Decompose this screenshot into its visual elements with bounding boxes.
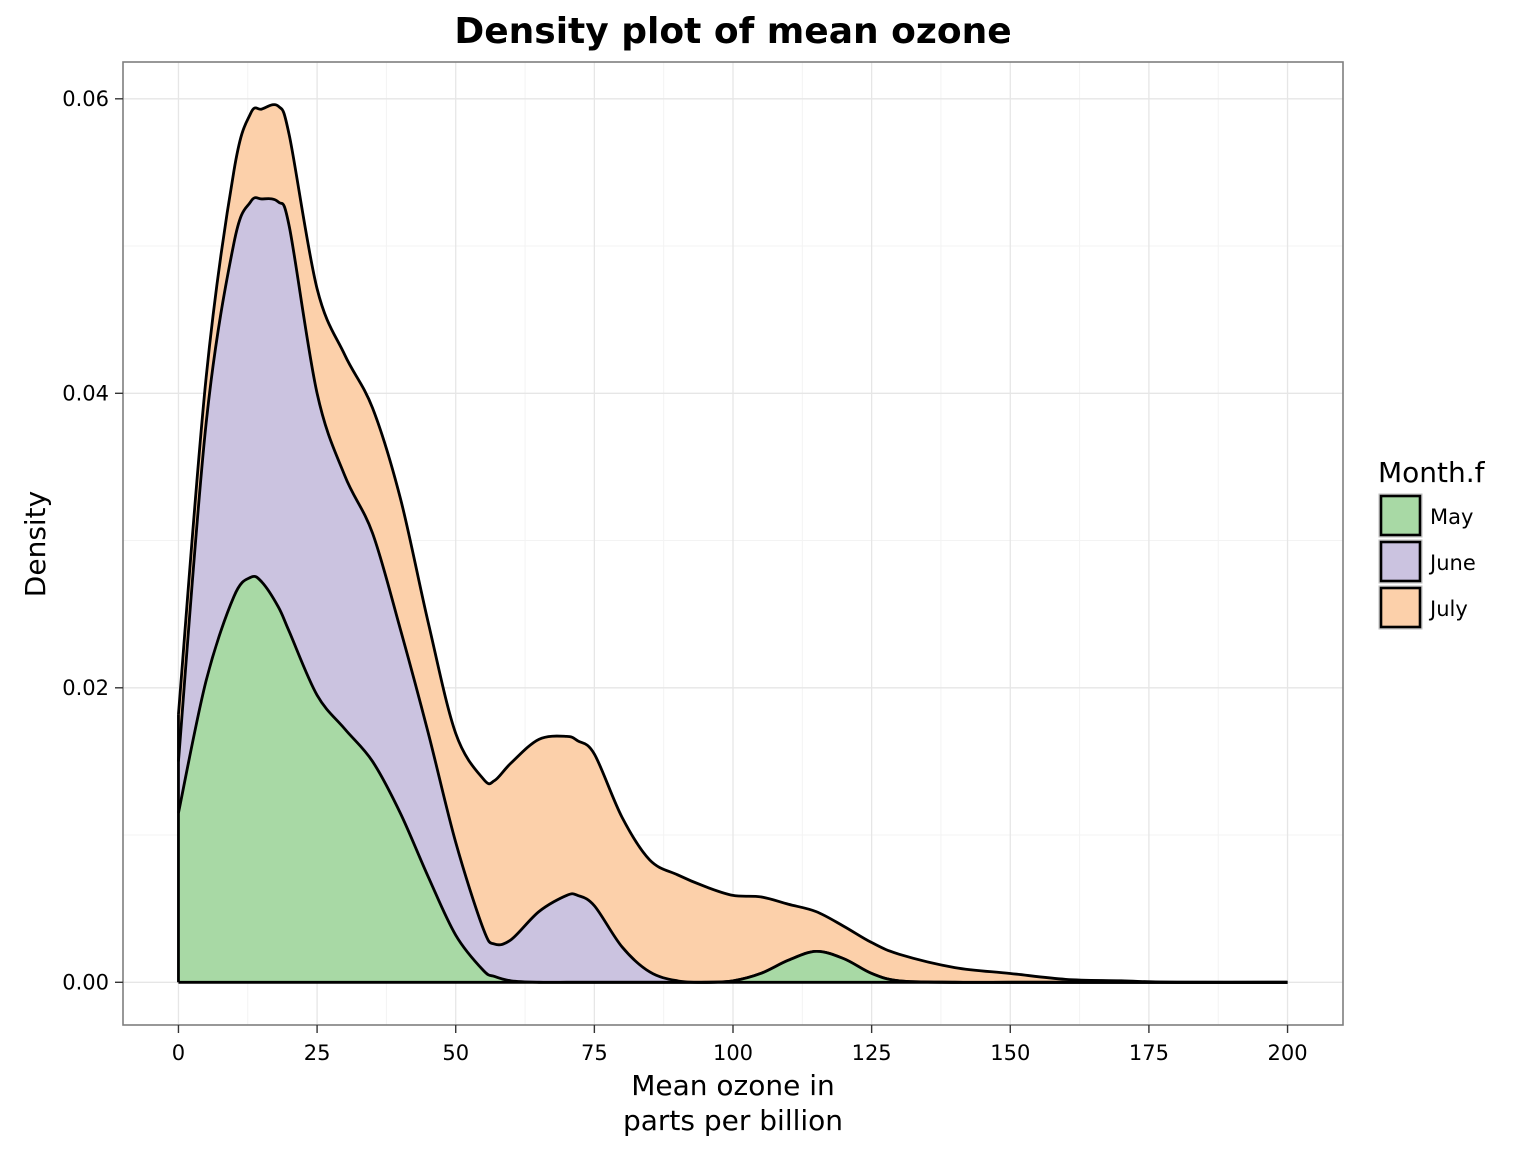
x-tick-label: 50 — [442, 1041, 469, 1065]
x-tick-label: 25 — [304, 1041, 331, 1065]
y-tick-label: 0.00 — [62, 970, 109, 994]
x-tick-label: 150 — [990, 1041, 1030, 1065]
y-axis-title: Density — [19, 491, 52, 597]
x-tick-label: 100 — [713, 1041, 753, 1065]
x-tick-label: 200 — [1267, 1041, 1307, 1065]
y-axis: 0.00 0.02 0.04 0.06 — [62, 87, 123, 994]
legend-label-may: May — [1430, 505, 1473, 529]
x-tick-label: 0 — [172, 1041, 185, 1065]
outline-july — [177, 103, 1288, 984]
y-tick-label: 0.04 — [62, 381, 109, 405]
area-may — [178, 576, 1288, 983]
x-tick-label: 175 — [1129, 1041, 1169, 1065]
x-axis-title-line-1: Mean ozone in — [631, 1069, 835, 1102]
y-tick-label: 0.06 — [62, 87, 109, 111]
legend-title: Month.f — [1378, 456, 1486, 489]
y-tick-label: 0.02 — [62, 676, 109, 700]
area-july — [178, 104, 1288, 983]
x-tick-label: 125 — [852, 1041, 892, 1065]
legend-label-july: July — [1428, 597, 1468, 621]
plot-panel — [122, 61, 1344, 1026]
chart-title: Density plot of mean ozone — [454, 11, 1011, 52]
x-tick-label: 75 — [581, 1041, 608, 1065]
legend-label-june: June — [1428, 551, 1476, 575]
legend: Month.f May June July — [1378, 456, 1486, 630]
legend-key-june — [1379, 540, 1422, 583]
x-axis: 0 25 50 75 100 125 150 175 200 — [172, 1025, 1308, 1065]
x-axis-title-line-2: parts per billion — [623, 1104, 843, 1137]
legend-key-july — [1379, 586, 1422, 629]
legend-key-may — [1379, 494, 1422, 537]
